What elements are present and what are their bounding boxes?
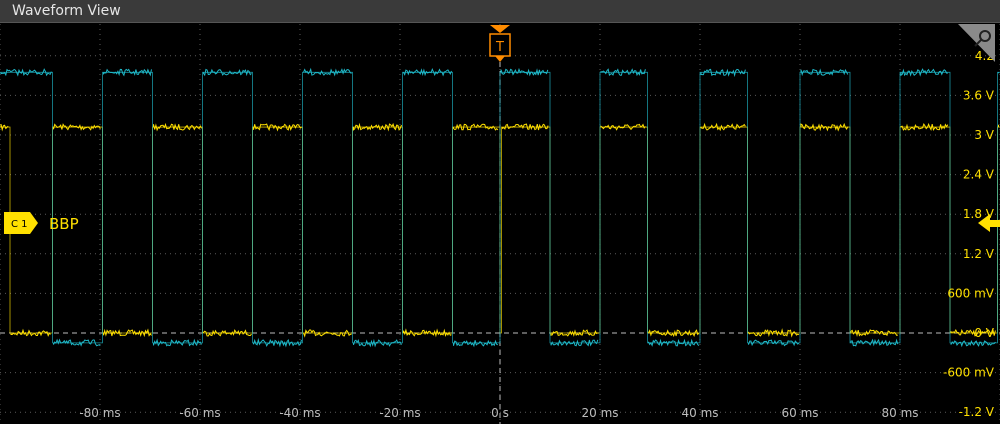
series-level-segment — [850, 338, 899, 347]
x-tick-label: -80 ms — [79, 406, 120, 420]
series-level-segment — [800, 122, 849, 132]
series-level-segment — [253, 337, 302, 348]
y-tick-label: 1.2 V — [963, 247, 995, 261]
series-ch2 — [0, 67, 1000, 348]
series-level-segment — [253, 123, 302, 132]
series-level-segment — [53, 123, 101, 131]
series-level-segment — [748, 339, 800, 347]
x-tick-label: 60 ms — [781, 406, 818, 420]
y-tick-label: 2.4 V — [963, 168, 995, 182]
x-tick-label: -40 ms — [279, 406, 320, 420]
series-level-segment — [800, 68, 849, 77]
series-level-segment — [453, 123, 499, 131]
y-tick-label: 3.6 V — [963, 88, 995, 102]
series-level-segment — [700, 122, 746, 132]
series-level-segment — [850, 329, 898, 337]
y-tick-label: -600 mV — [943, 366, 995, 380]
zoom-corner-icon — [958, 24, 995, 62]
series-level-segment — [10, 328, 51, 337]
series-level-segment — [403, 67, 452, 77]
y-tick-label: 0 V — [974, 326, 994, 340]
y-tick-label: 3 V — [974, 128, 994, 142]
series-level-segment — [950, 340, 996, 348]
magnifier-handle — [974, 39, 982, 47]
trigger-marker[interactable]: T — [489, 25, 511, 62]
series-bbp — [0, 122, 1000, 338]
x-tick-label: 80 ms — [881, 406, 918, 420]
series-level-segment — [550, 329, 599, 337]
series-level-segment — [53, 338, 101, 347]
trigger-pointer-icon — [495, 56, 505, 62]
series-level-segment — [900, 122, 949, 132]
channel-badge-shape — [4, 212, 38, 234]
x-axis-labels: -80 ms -60 ms -40 ms -20 ms 0 s 20 ms 40 ms 60 … — [79, 406, 918, 420]
trigger-label: T — [495, 40, 504, 55]
series-level-segment — [103, 68, 152, 77]
series-level-segment — [900, 68, 948, 77]
series-level-segment — [453, 339, 499, 348]
series-level-segment — [303, 67, 352, 77]
series-level-segment — [203, 68, 252, 77]
y-tick-label: 1.8 V — [963, 207, 995, 221]
series-level-segment — [502, 123, 549, 131]
series-level-segment — [950, 328, 996, 337]
series-level-segment — [303, 329, 352, 338]
traces — [0, 67, 1000, 348]
x-tick-label: -20 ms — [379, 406, 420, 420]
channel-label: BBP — [49, 215, 79, 233]
magnifier-icon — [979, 30, 991, 42]
series-level-segment — [600, 68, 646, 77]
series-level-segment — [700, 68, 746, 78]
offset-arrow-icon[interactable] — [978, 214, 1000, 232]
series-level-segment — [748, 328, 800, 338]
channel-badge-text: C 1 — [11, 219, 28, 230]
series-level-segment — [153, 122, 202, 132]
series-level-segment — [353, 122, 402, 132]
zoom-icon[interactable] — [958, 24, 995, 62]
y-tick-label: 600 mV — [947, 286, 994, 300]
x-tick-label: 40 ms — [681, 406, 718, 420]
series-level-segment — [353, 338, 402, 348]
series-level-segment — [153, 338, 202, 347]
series-level-segment — [550, 339, 599, 347]
series-level-segment — [600, 123, 646, 131]
window-titlebar: Waveform View — [0, 0, 1000, 23]
series-level-segment — [0, 68, 52, 77]
trigger-arrow-icon — [490, 25, 510, 33]
series-level-segment — [648, 338, 700, 347]
series-level-segment — [648, 329, 700, 338]
series-level-segment — [103, 328, 152, 338]
window-title: Waveform View — [12, 3, 121, 19]
x-tick-label: 20 ms — [581, 406, 618, 420]
x-tick-label: -60 ms — [179, 406, 220, 420]
series-level-segment — [403, 328, 452, 338]
y-tick-label: -1.2 V — [959, 405, 995, 419]
series-level-segment — [203, 329, 252, 337]
series-level-segment — [0, 123, 9, 132]
channel-1-badge[interactable]: C 1 — [4, 212, 38, 234]
series-edge-line — [0, 71, 1000, 344]
x-tick-label: 0 s — [491, 406, 509, 420]
series-level-segment — [500, 67, 549, 77]
